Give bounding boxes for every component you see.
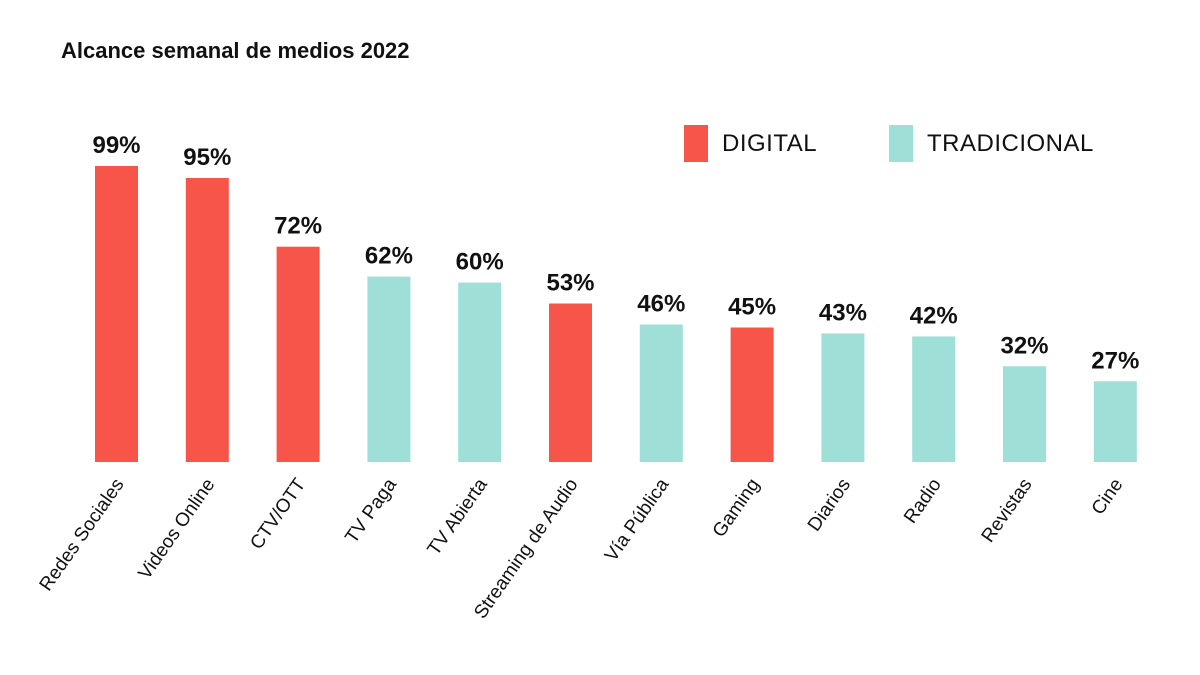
tick-label-streaming-de-audio: Streaming de Audio [470, 475, 582, 623]
bar-revistas [1003, 366, 1046, 462]
legend-swatch-digital [684, 125, 708, 162]
bar-diarios [821, 333, 865, 462]
tick-label-via-publica: Vía Pública [601, 474, 674, 565]
value-label-radio: 42% [910, 302, 958, 329]
bar-streaming-de-audio [549, 303, 592, 462]
tick-label-videos-online: Videos Online [135, 475, 220, 584]
tick-label-ctv-ott: CTV/OTT [246, 475, 310, 554]
tick-label-revistas: Revistas [978, 475, 1037, 547]
value-label-tv-paga: 62% [365, 243, 413, 270]
chart-title: Alcance semanal de medios 2022 [61, 38, 410, 63]
value-label-streaming-de-audio: 53% [546, 270, 594, 297]
bar-radio [912, 336, 956, 462]
value-label-diarios: 43% [819, 299, 867, 326]
legend-item-digital: DIGITAL [684, 125, 817, 162]
value-label-via-publica: 46% [637, 291, 685, 318]
tick-label-radio: Radio [900, 475, 946, 528]
value-label-gaming: 45% [728, 294, 776, 321]
tick-label-tv-abierta: TV Abierta [424, 474, 492, 559]
bar-cine [1093, 381, 1137, 462]
value-label-ctv-ott: 72% [274, 213, 322, 240]
tick-label-gaming: Gaming [709, 475, 764, 542]
tick-label-cine: Cine [1088, 475, 1128, 519]
value-label-videos-online: 95% [183, 144, 231, 171]
legend-item-tradicional: TRADICIONAL [889, 125, 1094, 162]
value-label-cine: 27% [1091, 347, 1139, 374]
bar-ctv-ott [276, 246, 320, 462]
value-label-redes-sociales: 99% [92, 132, 140, 159]
value-label-tv-abierta: 60% [456, 249, 504, 276]
bar-tv-paga [367, 276, 411, 462]
value-label-revistas: 32% [1000, 332, 1048, 359]
legend-swatch-tradicional [889, 125, 913, 162]
tick-label-redes-sociales: Redes Sociales [36, 475, 129, 595]
bar-redes-sociales [95, 166, 138, 462]
tick-label-diarios: Diarios [804, 475, 855, 535]
bar-via-publica [639, 324, 683, 462]
legend-label-tradicional: TRADICIONAL [927, 129, 1094, 157]
bar-videos-online [185, 178, 229, 462]
bar-tv-abierta [458, 282, 502, 462]
legend-label-digital: DIGITAL [722, 129, 818, 157]
tick-label-tv-paga: TV Paga [341, 474, 401, 547]
bar-gaming [730, 327, 774, 462]
